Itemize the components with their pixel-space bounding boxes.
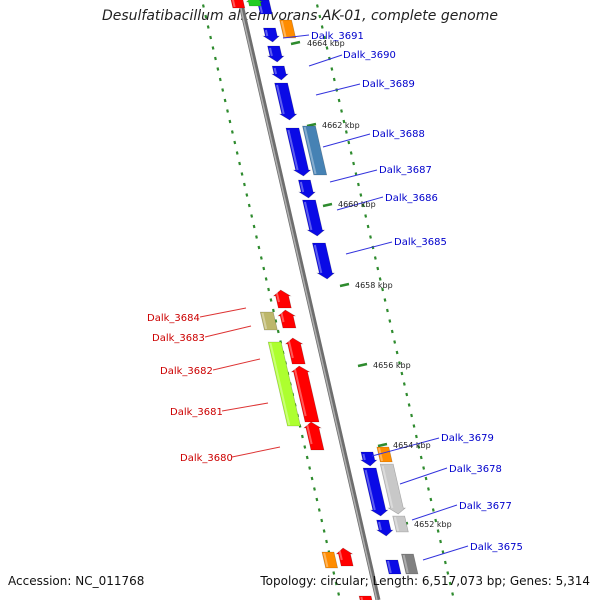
genome-summary-text: Topology: circular; Length: 6,517,073 bp…: [260, 574, 590, 588]
forward-leader-line: [282, 34, 310, 39]
label-leaders: [199, 34, 469, 561]
gene-feature-dalk-3675-grey[interactable]: [401, 553, 419, 575]
forward-leader-line: [315, 83, 361, 96]
kbp-major-tick: [322, 202, 333, 208]
kbp-major-tick: [357, 362, 368, 368]
kbp-label-4654: 4654 kbp: [393, 441, 431, 450]
gene-label-dalk-3686[interactable]: Dalk_3686: [385, 193, 438, 204]
kbp-labels: 4664 kbp 4662 kbp 4660 kbp 4658 kbp 4656…: [307, 39, 452, 529]
forward-leader-line: [422, 545, 469, 561]
reverse-leader-line: [199, 307, 247, 318]
forward-leader-line: [411, 504, 458, 521]
gene-feature-dalk-3688[interactable]: [302, 125, 328, 176]
forward-leader-line: [371, 437, 440, 457]
gene-feature-dalk-3680[interactable]: [303, 421, 325, 451]
gene-feature-dalk-3691[interactable]: [262, 27, 281, 43]
forward-leader-line: [322, 133, 371, 148]
kbp-label-4656: 4656 kbp: [373, 361, 411, 370]
accession-text: Accession: NC_011768: [8, 574, 145, 588]
gene-label-dalk-3679[interactable]: Dalk_3679: [441, 433, 494, 444]
gene-feature-dalk-3684[interactable]: [272, 289, 292, 309]
gene-feature-green-top[interactable]: [245, 0, 264, 7]
gene-feature-dalk-3681[interactable]: [290, 365, 320, 423]
gene-label-dalk-3682[interactable]: Dalk_3682: [160, 366, 213, 377]
kbp-label-4664: 4664 kbp: [307, 39, 345, 48]
tick-tracks: [201, 4, 455, 596]
gene-feature-dalk-3689[interactable]: [270, 65, 289, 81]
gene-label-dalk-3688[interactable]: Dalk_3688: [372, 129, 425, 140]
gene-label-dalk-3681[interactable]: Dalk_3681: [170, 407, 223, 418]
forward-leader-line: [345, 241, 393, 255]
gene-feature-red-top[interactable]: [230, 0, 246, 9]
gene-feature-dalk-3675[interactable]: [385, 559, 402, 575]
genome-title: Desulfatibacillum alkenivorans AK-01, co…: [101, 8, 499, 24]
kbp-major-tick: [306, 122, 317, 128]
reverse-leader-line: [221, 402, 269, 412]
forward-leader-line: [399, 467, 448, 485]
kbp-major-tick: [377, 442, 388, 448]
gene-feature-dalk-3679[interactable]: [359, 451, 378, 467]
gene-feature-dalk-3683[interactable]: [277, 309, 297, 329]
gene-label-dalk-3684[interactable]: Dalk_3684: [147, 313, 200, 324]
reverse-leader-line: [231, 446, 281, 458]
gene-label-dalk-3687[interactable]: Dalk_3687: [379, 165, 432, 176]
kbp-label-4660: 4660 kbp: [338, 200, 376, 209]
gene-feature-red-edge[interactable]: [358, 595, 373, 600]
gene-feature-dalk-3678-grey[interactable]: [379, 463, 407, 515]
gene-feature-dalk-3685b[interactable]: [302, 199, 326, 237]
gene-feature-dalk-3685[interactable]: [312, 242, 336, 280]
kbp-label-4652: 4652 kbp: [414, 520, 452, 529]
kbp-major-tick: [339, 282, 350, 288]
gene-feature-dalk-3682[interactable]: [284, 337, 306, 365]
kbp-label-4662: 4662 kbp: [322, 121, 360, 130]
genome-backbone: [237, 0, 381, 600]
tick-track-left: [201, 4, 341, 596]
gene-feature-dalk-3679-orange[interactable]: [376, 446, 393, 463]
gene-feature-dalk-3688a[interactable]: [274, 82, 298, 121]
kbp-label-4658: 4658 kbp: [355, 281, 393, 290]
gene-feature-orange-top[interactable]: [279, 19, 297, 39]
gene-label-dalk-3690[interactable]: Dalk_3690: [343, 50, 396, 61]
gene-label-dalk-3680[interactable]: Dalk_3680: [180, 453, 233, 464]
gene-feature-dalk-3677[interactable]: [375, 519, 394, 537]
forward-leader-line: [336, 196, 384, 211]
forward-leader-line: [308, 54, 343, 67]
gene-label-dalk-3689[interactable]: Dalk_3689: [362, 79, 415, 90]
gene-label-dalk-3683[interactable]: Dalk_3683: [152, 333, 205, 344]
gene-label-dalk-3677[interactable]: Dalk_3677: [459, 501, 512, 512]
gene-feature-dalk-3690[interactable]: [266, 45, 285, 63]
gene-feature-dalk-3686[interactable]: [298, 179, 316, 199]
reverse-leader-line: [212, 358, 261, 371]
gene-feature-red-bottom[interactable]: [335, 547, 354, 567]
gene-features: [230, 0, 419, 600]
gene-label-dalk-3691[interactable]: Dalk_3691: [311, 31, 364, 42]
gene-label-dalk-3685[interactable]: Dalk_3685: [394, 237, 447, 248]
gene-feature-dalk-3677-grey[interactable]: [392, 515, 409, 533]
reverse-leader-line: [204, 325, 252, 338]
forward-leader-line: [329, 169, 378, 183]
gene-feature-dalk-3683-khaki[interactable]: [259, 311, 278, 331]
gene-feature-dalk-3678[interactable]: [362, 467, 389, 517]
gene-feature-dalk-3682-green[interactable]: [267, 341, 301, 427]
tick-track-right: [315, 4, 455, 596]
kbp-major-tick: [290, 40, 301, 46]
gene-feature-orange-bottom[interactable]: [321, 551, 339, 569]
gene-label-dalk-3678[interactable]: Dalk_3678: [449, 464, 502, 475]
gene-feature-dalk-3687[interactable]: [285, 127, 312, 177]
gene-label-dalk-3675[interactable]: Dalk_3675: [470, 542, 523, 553]
